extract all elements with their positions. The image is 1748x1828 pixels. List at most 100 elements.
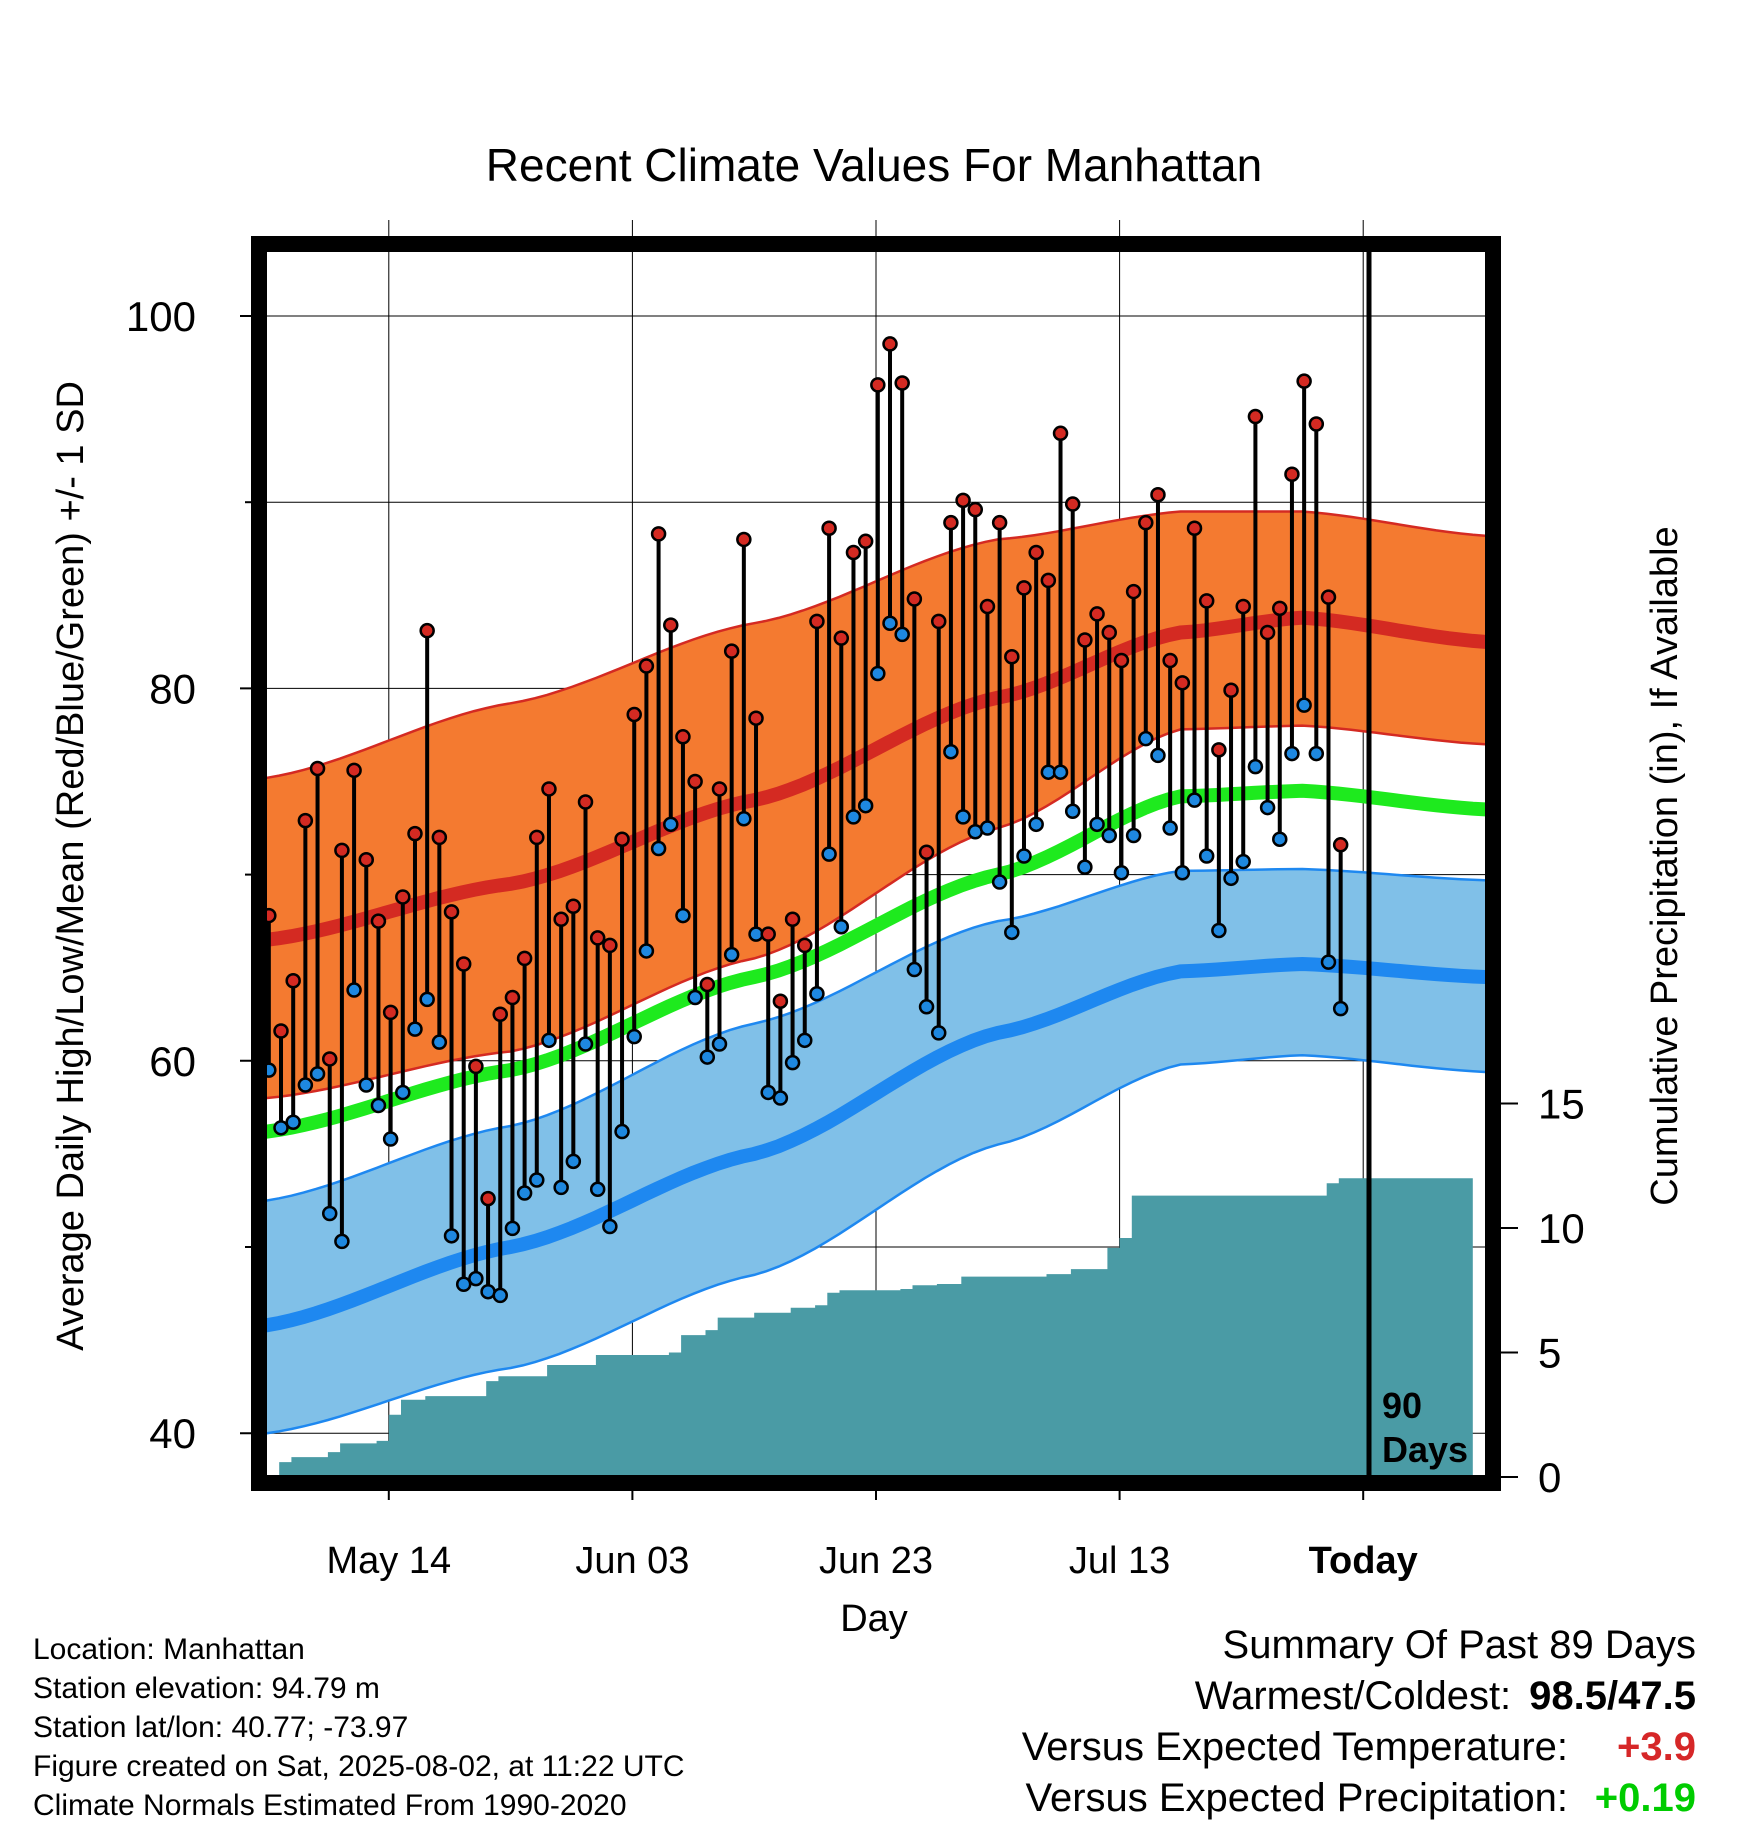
precip-anomaly-row: Versus Expected Precipitation: +0.19 — [1022, 1773, 1696, 1824]
daily-high-point — [273, 1023, 289, 1039]
daily-high-point — [516, 950, 533, 967]
daily-low-point — [870, 665, 886, 682]
warmest-coldest-label: Warmest/Coldest: — [1194, 1674, 1512, 1718]
daily-high-point — [930, 613, 947, 630]
daily-low-point — [1016, 848, 1032, 864]
daily-low-point — [431, 1034, 448, 1050]
daily-high-point — [358, 851, 375, 868]
y-tick-label: 80 — [149, 665, 196, 712]
daily-low-point — [991, 874, 1008, 890]
daily-low-point — [395, 1084, 411, 1101]
summary-heading: Summary Of Past 89 Days — [1222, 1623, 1696, 1667]
daily-high-point — [1150, 487, 1166, 503]
daily-low-point — [407, 1021, 423, 1037]
daily-high-point — [565, 898, 582, 915]
daily-low-point — [1332, 1000, 1349, 1017]
daily-high-point — [297, 812, 314, 829]
y2-tick-label: 0 — [1538, 1454, 1561, 1501]
daily-high-point — [1174, 675, 1191, 691]
daily-low-point — [285, 1114, 301, 1130]
daily-low-point — [650, 840, 667, 857]
daily-low-point — [516, 1185, 533, 1201]
daily-high-point — [1235, 598, 1251, 615]
warmest-coldest-row: Warmest/Coldest: 98.5/47.5 — [1022, 1671, 1696, 1722]
daily-high-point — [1125, 583, 1142, 600]
daily-low-point — [529, 1172, 545, 1188]
daily-low-point — [334, 1233, 350, 1250]
daily-low-point — [760, 1084, 776, 1101]
daily-high-point — [480, 1190, 496, 1207]
daily-high-point — [784, 911, 801, 928]
daily-high-point — [1211, 742, 1227, 758]
daily-high-point — [1028, 544, 1044, 561]
daily-low-point — [979, 820, 996, 836]
daily-low-point — [930, 1025, 947, 1041]
daily-low-point — [1198, 848, 1215, 864]
daily-high-point — [1198, 593, 1215, 609]
daily-low-point — [955, 809, 971, 825]
daily-high-point — [589, 930, 606, 946]
daily-high-point — [943, 514, 959, 531]
chart-title: Recent Climate Values For Manhattan — [486, 139, 1262, 191]
daily-high-point — [711, 781, 728, 797]
summary-panel: Summary Of Past 89 Days Warmest/Coldest:… — [1022, 1620, 1696, 1824]
daily-high-point — [1138, 514, 1154, 531]
daily-high-point — [1077, 632, 1093, 648]
daily-low-point — [565, 1153, 582, 1170]
y-tick-label: 100 — [126, 293, 196, 340]
daily-high-point — [845, 544, 862, 561]
daily-low-point — [1186, 792, 1203, 808]
daily-low-point — [882, 615, 898, 631]
daily-low-point — [1247, 758, 1264, 775]
daily-high-point — [1247, 408, 1264, 425]
daily-high-point — [1113, 652, 1130, 669]
daily-high-point — [663, 617, 679, 633]
daily-high-point — [443, 904, 460, 920]
precipitation-area — [267, 1178, 1473, 1477]
daily-high-point — [1259, 624, 1276, 641]
daily-high-point — [1332, 837, 1349, 853]
daily-low-point — [906, 961, 923, 978]
y2-tick-label: 5 — [1538, 1330, 1561, 1377]
daily-high-point — [699, 976, 716, 993]
daily-high-point — [553, 911, 569, 928]
daily-high-point — [955, 492, 971, 509]
y2-tick-label: 10 — [1538, 1205, 1585, 1252]
elevation-text: Station elevation: 94.79 m — [33, 1672, 380, 1705]
precip-anomaly-label: Versus Expected Precipitation: — [1025, 1776, 1568, 1820]
temp-anomaly-row: Versus Expected Temperature: +3.9 — [1022, 1722, 1696, 1773]
daily-low-point — [626, 1028, 642, 1045]
daily-high-point — [309, 760, 326, 777]
daily-low-point — [1235, 853, 1251, 870]
daily-low-point — [638, 943, 655, 959]
daily-high-point — [1004, 648, 1020, 665]
daily-low-point — [602, 1218, 618, 1235]
x-tick-label: Jul 13 — [1069, 1540, 1170, 1582]
daily-points — [261, 336, 1349, 1304]
daily-low-point — [443, 1228, 460, 1244]
daily-high-point — [1296, 373, 1312, 389]
daily-low-point — [711, 1036, 728, 1052]
daily-low-point — [1211, 922, 1227, 939]
daily-high-point — [736, 531, 752, 548]
daily-high-point — [650, 526, 667, 542]
daily-high-point — [577, 794, 594, 810]
daily-high-point — [675, 729, 691, 745]
daily-low-point — [1150, 747, 1166, 764]
daily-low-point — [1125, 827, 1142, 844]
daily-low-point — [382, 1131, 399, 1147]
daily-low-point — [1004, 924, 1020, 941]
daily-high-point — [334, 842, 350, 859]
warmest-coldest-value: 98.5/47.5 — [1529, 1674, 1696, 1718]
location-text: Location: Manhattan — [33, 1633, 305, 1666]
daily-high-point — [1064, 496, 1081, 512]
daily-low-point — [1101, 827, 1117, 844]
daily-high-point — [857, 533, 874, 550]
daily-low-point — [845, 809, 862, 825]
daily-high-point — [492, 1006, 508, 1022]
daily-high-point — [821, 520, 837, 537]
daily-high-point — [760, 926, 776, 942]
daily-high-point — [1308, 416, 1325, 432]
daily-high-point — [918, 844, 935, 861]
